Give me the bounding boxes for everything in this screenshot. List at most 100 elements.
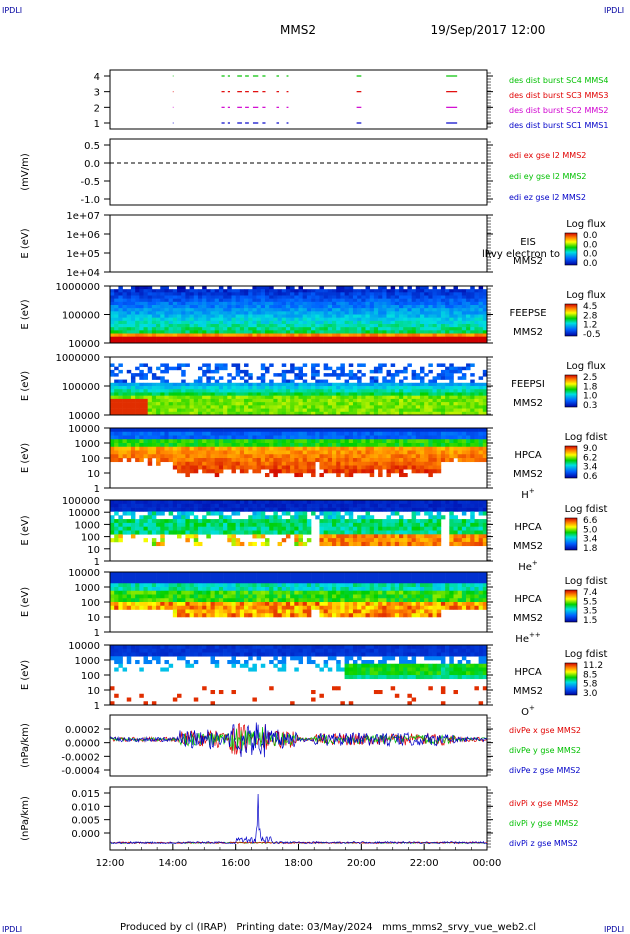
feepse-cell — [130, 292, 136, 296]
hpca_h-cell — [172, 443, 178, 448]
feepse-cell — [168, 289, 174, 293]
hpca_h-cell — [415, 469, 421, 474]
feepsi-cell — [264, 405, 270, 409]
hpca_h-cell — [244, 454, 249, 459]
feepsi-cell — [327, 382, 333, 387]
feepse-cell — [260, 292, 266, 296]
feepse-cell — [482, 298, 488, 303]
feepse-cell — [269, 336, 274, 341]
feepse-cell — [394, 333, 400, 337]
feepse-cell — [273, 336, 278, 341]
hpca_h-cell — [273, 458, 278, 463]
feepsi-cell — [470, 398, 475, 403]
hpca_he-cell — [440, 507, 446, 512]
feepsi-cell — [256, 392, 262, 396]
hpca_h-cell — [147, 431, 153, 436]
feepsi-cell — [139, 408, 144, 413]
hpca_h-cell — [470, 458, 475, 463]
hpca_h-cell — [189, 469, 195, 474]
feepse-cell — [461, 301, 467, 306]
feepse-cell — [311, 289, 316, 293]
feepse-cell — [139, 289, 144, 293]
feepse-cell — [139, 301, 144, 306]
feepse-cell — [369, 317, 375, 322]
hpca_h-cell — [156, 450, 161, 455]
hpca_h-cell — [218, 458, 224, 463]
hpca_h-cell — [352, 431, 358, 436]
hpca_h-cell — [415, 461, 421, 466]
hpca_he-cell — [302, 522, 308, 527]
feepsi-cell — [298, 389, 303, 393]
feepse-cell — [290, 339, 295, 344]
feepse-cell — [378, 292, 383, 296]
hpca_h-cell — [244, 446, 249, 451]
feepsi-cell — [143, 363, 148, 367]
hpca_he-cell — [164, 507, 169, 512]
feepsi-cell — [440, 376, 446, 380]
hpca_he-cell — [336, 534, 341, 539]
hpca_he-cell — [432, 515, 438, 520]
feepsi-cell — [352, 408, 358, 413]
hpca_h-cell — [424, 465, 429, 470]
hpca_h-cell — [122, 446, 128, 451]
hpca_h-cell — [164, 439, 169, 444]
eis-colorbar-tick: 0.0 — [583, 250, 598, 260]
hpca_he-cell — [294, 511, 299, 516]
hpca_h-cell — [348, 469, 354, 474]
hpca_h-cell — [151, 428, 157, 433]
feepse-cell — [311, 330, 316, 334]
hpca_he-cell — [390, 507, 396, 512]
hpca_h-cell — [466, 450, 471, 455]
feepse-cell — [206, 311, 211, 315]
hpca_h-cell — [365, 428, 371, 433]
feepse-cell — [332, 292, 337, 296]
feepsi-cell — [411, 411, 417, 416]
hpca_h-cell — [373, 431, 379, 436]
feepse-cell — [336, 333, 341, 337]
feepse-cell — [361, 295, 366, 299]
feepse-cell — [143, 298, 148, 303]
feepsi-cell — [160, 389, 165, 393]
feepsi-cell — [470, 395, 475, 400]
feepsi-cell — [445, 369, 450, 374]
hpca_he-cell — [311, 507, 316, 512]
feepsi-cell — [151, 373, 157, 377]
hpca_h-cell — [177, 469, 182, 474]
hpca_h-cell — [281, 454, 287, 459]
feepse-cell — [218, 327, 224, 331]
feepse-cell — [294, 301, 299, 306]
feepsi-cell — [118, 405, 123, 409]
feepse-cell — [407, 336, 412, 341]
hpca_he-cell — [352, 500, 358, 505]
hpca_he-cell — [277, 522, 283, 527]
feepse-cell — [231, 298, 236, 303]
hpca_h-cell — [281, 469, 287, 474]
feepse-cell — [432, 317, 438, 322]
hpca_h-cell — [428, 461, 433, 466]
hpca_he-cell — [277, 507, 283, 512]
feepsi-colorbar-title: Log flux — [566, 361, 606, 372]
hpca_hepp-cell — [122, 579, 128, 584]
feepse-cell — [365, 320, 371, 325]
feepse-cell — [319, 324, 324, 328]
feepse-cell — [277, 298, 283, 303]
feepse-cell — [302, 314, 308, 318]
feepsi-cell — [193, 408, 199, 413]
feepsi-cell — [340, 389, 345, 393]
feepsi-cell — [156, 382, 161, 387]
hpca_h-cell — [260, 428, 266, 433]
hpca_h-cell — [168, 435, 174, 440]
feepsi-cell — [285, 402, 291, 406]
feepse-cell — [445, 301, 450, 306]
feepsi-cell — [315, 389, 320, 393]
feepsi-cell — [323, 373, 329, 377]
feepsi-cell — [252, 389, 257, 393]
hpca_h-cell — [130, 454, 136, 459]
feepsi-cell — [252, 405, 257, 409]
burst-legend-entry: des dist burst SC4 MMS4 — [509, 76, 608, 85]
hpca_h-cell — [256, 446, 262, 451]
feepse-cell — [118, 292, 123, 296]
hpca_he-cell — [357, 522, 362, 527]
hpca_he-cell — [378, 519, 383, 524]
